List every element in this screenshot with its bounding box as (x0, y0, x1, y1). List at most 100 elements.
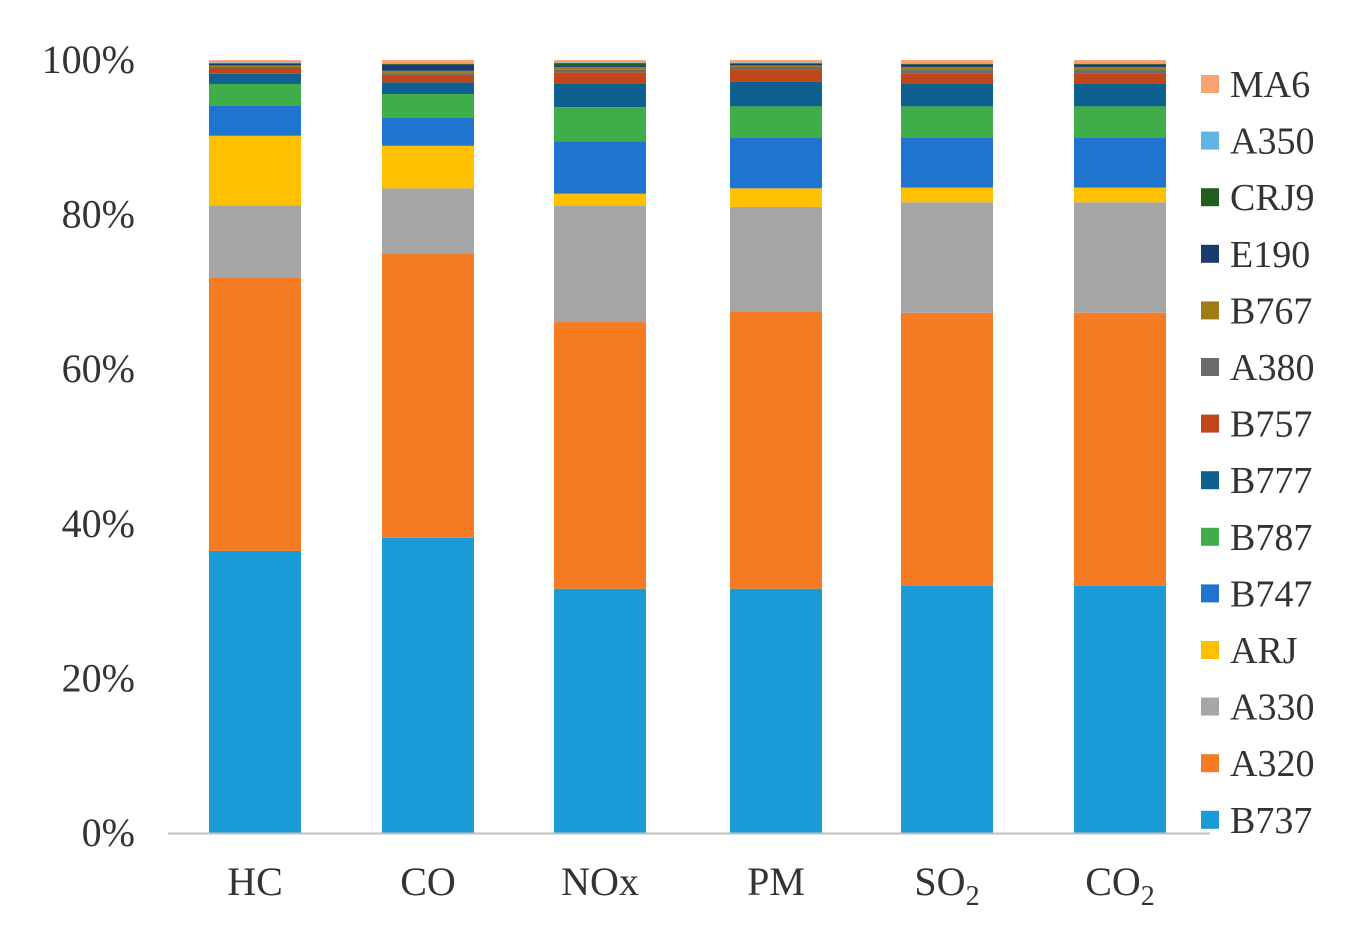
bar-segment-arj-nox (554, 193, 646, 206)
bar-segment-b737-nox (554, 588, 646, 833)
bar-segment-b737-co2 (1074, 585, 1166, 833)
bar-segment-e190-co (382, 64, 474, 71)
bar-segment-b787-co2 (1074, 106, 1166, 138)
bar-segment-b777-pm (730, 81, 822, 107)
bar-segment-b767-hc (209, 65, 301, 67)
bar-segment-b737-hc (209, 550, 301, 833)
bar-segment-arj-co (382, 145, 474, 189)
bar-segment-b777-nox (554, 83, 646, 108)
bar-segment-e190-hc (209, 63, 301, 66)
bar-segment-b767-so2 (901, 66, 993, 71)
legend-label: B747 (1230, 573, 1312, 615)
y-axis-tick-labels: 0% 20% 40% 60% 80% 100% (42, 37, 135, 855)
bar-segment-a380-pm (730, 66, 822, 71)
bar-segment-a380-co2 (1074, 70, 1166, 74)
bar-segment-a380-nox (554, 69, 646, 73)
bar-segment-e190-pm (730, 63, 822, 66)
bar-segment-crj9-so2 (901, 63, 993, 65)
bar-segment-b777-hc (209, 73, 301, 84)
legend-label: B787 (1230, 517, 1312, 559)
legend-swatch (1201, 244, 1219, 263)
legend-label: CRJ9 (1230, 177, 1314, 219)
bar-segment-crj9-pm (730, 63, 822, 64)
y-tick-label: 80% (62, 192, 135, 237)
bar-segment-e190-so2 (901, 64, 993, 67)
legend-swatch (1201, 188, 1219, 207)
y-tick-label: 60% (62, 346, 135, 391)
legend-item-b747: B747 (1201, 573, 1312, 615)
legend-swatch (1201, 754, 1219, 773)
bar-segment-a350-nox (554, 62, 646, 64)
bar-segment-a350-co (382, 63, 474, 64)
bar-segment-arj-pm (730, 188, 822, 207)
bars (209, 60, 1166, 833)
legend-swatch (1201, 358, 1219, 376)
bar-segment-b737-so2 (901, 585, 993, 833)
legend-label: B777 (1230, 460, 1312, 502)
legend-item-a320: A320 (1201, 743, 1314, 785)
bar-segment-b787-so2 (901, 106, 993, 138)
bar-stack-nox (554, 60, 646, 833)
legend-item-b737: B737 (1201, 800, 1312, 842)
bar-segment-a350-co2 (1074, 63, 1166, 64)
legend-label: A380 (1230, 347, 1314, 389)
bar-segment-a320-so2 (901, 312, 993, 586)
y-tick-label: 100% (42, 37, 135, 82)
bar-segment-b747-so2 (901, 137, 993, 188)
bar-segment-b787-hc (209, 83, 301, 106)
bar-segment-b757-pm (730, 70, 822, 82)
bar-segment-b767-co (382, 70, 474, 74)
legend-swatch (1201, 471, 1219, 490)
bar-segment-ma6-co (382, 60, 474, 64)
legend-item-ma6: MA6 (1201, 64, 1310, 106)
bar-segment-a350-hc (209, 62, 301, 64)
legend-label: B767 (1230, 290, 1312, 332)
x-tick-label: NOx (561, 859, 639, 904)
x-tick-label: CO2 (1085, 859, 1155, 912)
legend-label: MA6 (1230, 64, 1310, 106)
bar-segment-crj9-co (382, 63, 474, 65)
bar-segment-b737-co (382, 537, 474, 833)
bar-segment-b787-nox (554, 107, 646, 142)
legend-label: B757 (1230, 404, 1312, 446)
legend-item-b757: B757 (1201, 404, 1312, 446)
y-tick-label: 40% (62, 501, 135, 546)
bar-segment-b787-pm (730, 106, 822, 138)
legend-item-e190: E190 (1201, 234, 1310, 276)
bar-segment-a330-co (382, 188, 474, 254)
bar-segment-a330-co2 (1074, 202, 1166, 313)
bar-stack-co (382, 60, 474, 833)
legend-item-a350: A350 (1201, 121, 1314, 163)
legend-item-arj: ARJ (1201, 630, 1298, 672)
legend-label: A330 (1230, 687, 1314, 729)
bar-segment-b737-pm (730, 588, 822, 833)
legend-swatch (1201, 527, 1219, 546)
legend: MA6 A350 CRJ9 E190 B767 A380 B757 B777 B787 B747 A… (1201, 64, 1314, 842)
bar-stack-so2 (901, 60, 993, 833)
bar-segment-e190-nox (554, 65, 646, 67)
bar-segment-b757-so2 (901, 73, 993, 84)
bar-segment-b767-co2 (1074, 66, 1166, 71)
bar-segment-ma6-co2 (1074, 60, 1166, 64)
legend-label: ARJ (1230, 630, 1298, 672)
legend-swatch (1201, 810, 1219, 829)
legend-item-b777: B777 (1201, 460, 1312, 502)
bar-segment-b757-co (382, 75, 474, 83)
x-tick-label: PM (747, 859, 805, 904)
bar-segment-b767-nox (554, 66, 646, 70)
bar-segment-arj-so2 (901, 187, 993, 203)
bar-segment-b747-co2 (1074, 137, 1166, 188)
legend-label: B737 (1230, 800, 1312, 842)
bar-segment-crj9-co2 (1074, 63, 1166, 65)
bar-segment-b747-hc (209, 105, 301, 136)
bar-segment-a350-pm (730, 62, 822, 64)
bar-segment-b787-co (382, 94, 474, 118)
bar-segment-b757-hc (209, 68, 301, 74)
bar-segment-crj9-hc (209, 63, 301, 64)
y-tick-label: 0% (82, 810, 135, 855)
legend-swatch (1201, 414, 1219, 433)
bar-segment-b747-nox (554, 141, 646, 194)
bar-segment-ma6-so2 (901, 60, 993, 64)
bar-segment-a380-so2 (901, 70, 993, 74)
